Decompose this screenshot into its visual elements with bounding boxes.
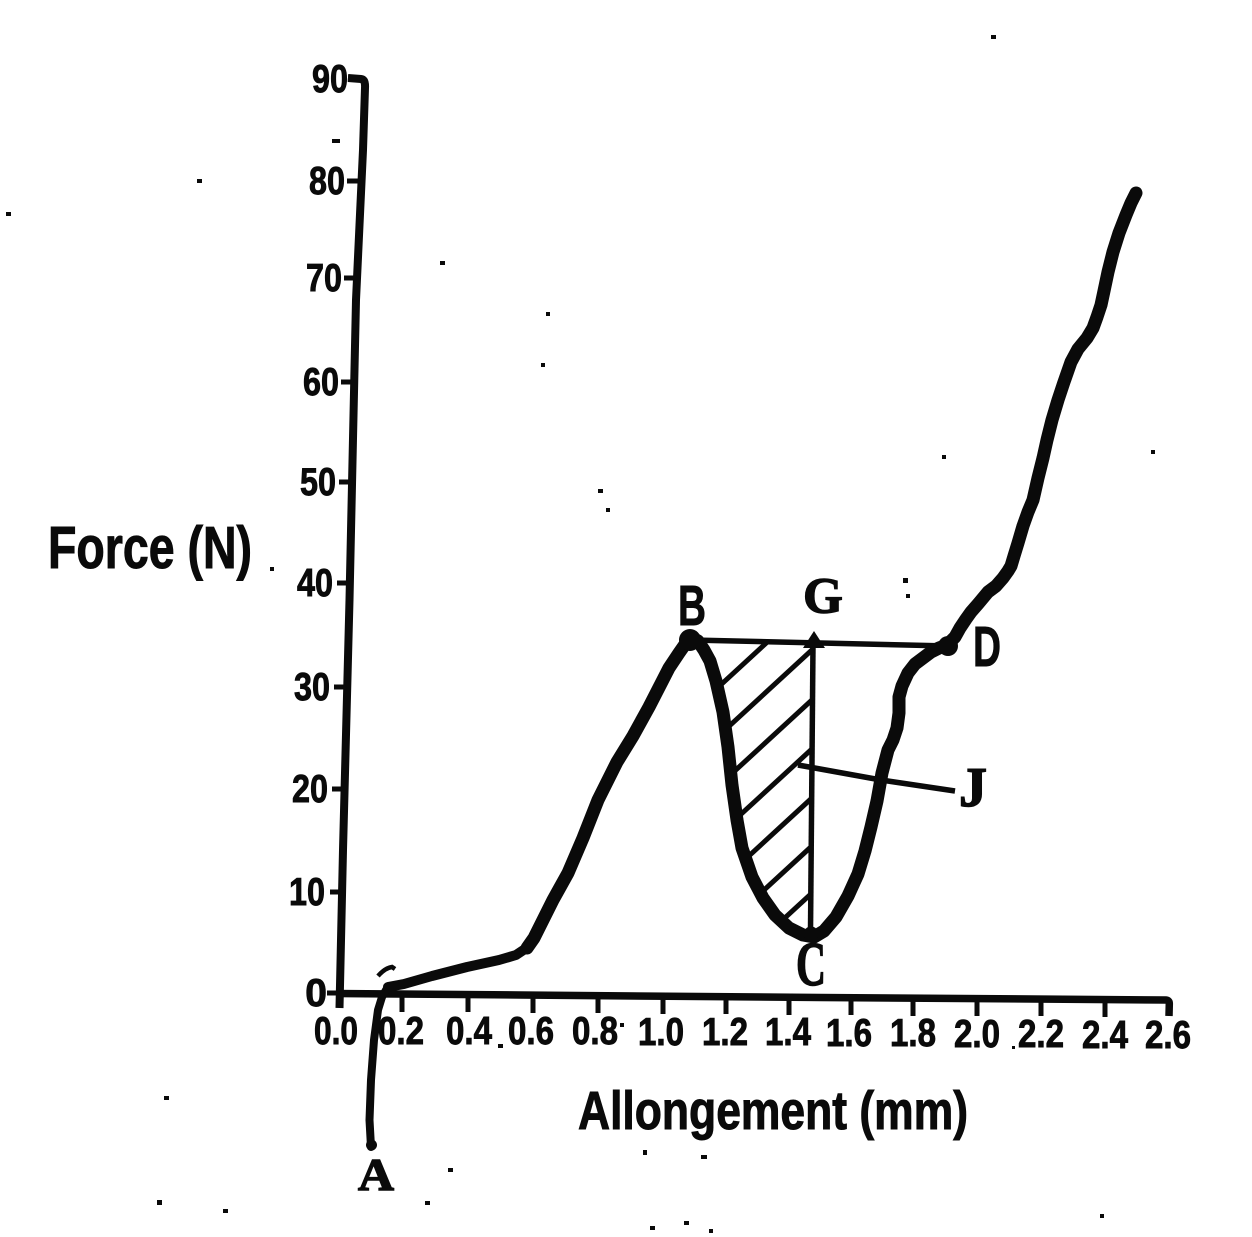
svg-text:0: 0 [305, 972, 327, 1015]
svg-text:C: C [796, 931, 826, 999]
svg-text:B: B [678, 574, 706, 638]
svg-text:70: 70 [306, 257, 342, 300]
svg-text:Allongement (mm): Allongement (mm) [578, 1081, 968, 1141]
svg-text:2.4: 2.4 [1082, 1014, 1128, 1057]
svg-text:1.0: 1.0 [638, 1011, 684, 1054]
svg-text:1.6: 1.6 [826, 1012, 872, 1055]
svg-text:0.4: 0.4 [446, 1010, 492, 1053]
svg-text:J: J [959, 757, 987, 819]
svg-text:2.2: 2.2 [1018, 1013, 1064, 1056]
svg-text:A: A [358, 1149, 394, 1200]
svg-text:50: 50 [300, 461, 336, 504]
svg-text:0.2: 0.2 [378, 1010, 424, 1053]
svg-text:D: D [973, 615, 1001, 679]
svg-text:1.2: 1.2 [702, 1011, 748, 1054]
svg-text:G: G [803, 569, 843, 625]
svg-text:60: 60 [303, 361, 339, 404]
svg-text:0.8: 0.8 [572, 1010, 618, 1053]
svg-text:90: 90 [312, 58, 348, 101]
svg-text:20: 20 [292, 768, 328, 811]
svg-text:40: 40 [297, 562, 333, 605]
svg-text:1.4: 1.4 [765, 1011, 811, 1054]
svg-text:10: 10 [289, 871, 325, 914]
svg-text:2.6: 2.6 [1145, 1014, 1191, 1057]
svg-text:Force (N): Force (N) [48, 515, 252, 581]
svg-text:30: 30 [294, 666, 330, 709]
svg-text:80: 80 [309, 160, 345, 203]
svg-text:1.8: 1.8 [890, 1012, 936, 1055]
svg-text:2.0: 2.0 [954, 1013, 1000, 1056]
svg-text:0.0: 0.0 [314, 1010, 358, 1053]
svg-text:0.6: 0.6 [508, 1010, 554, 1053]
